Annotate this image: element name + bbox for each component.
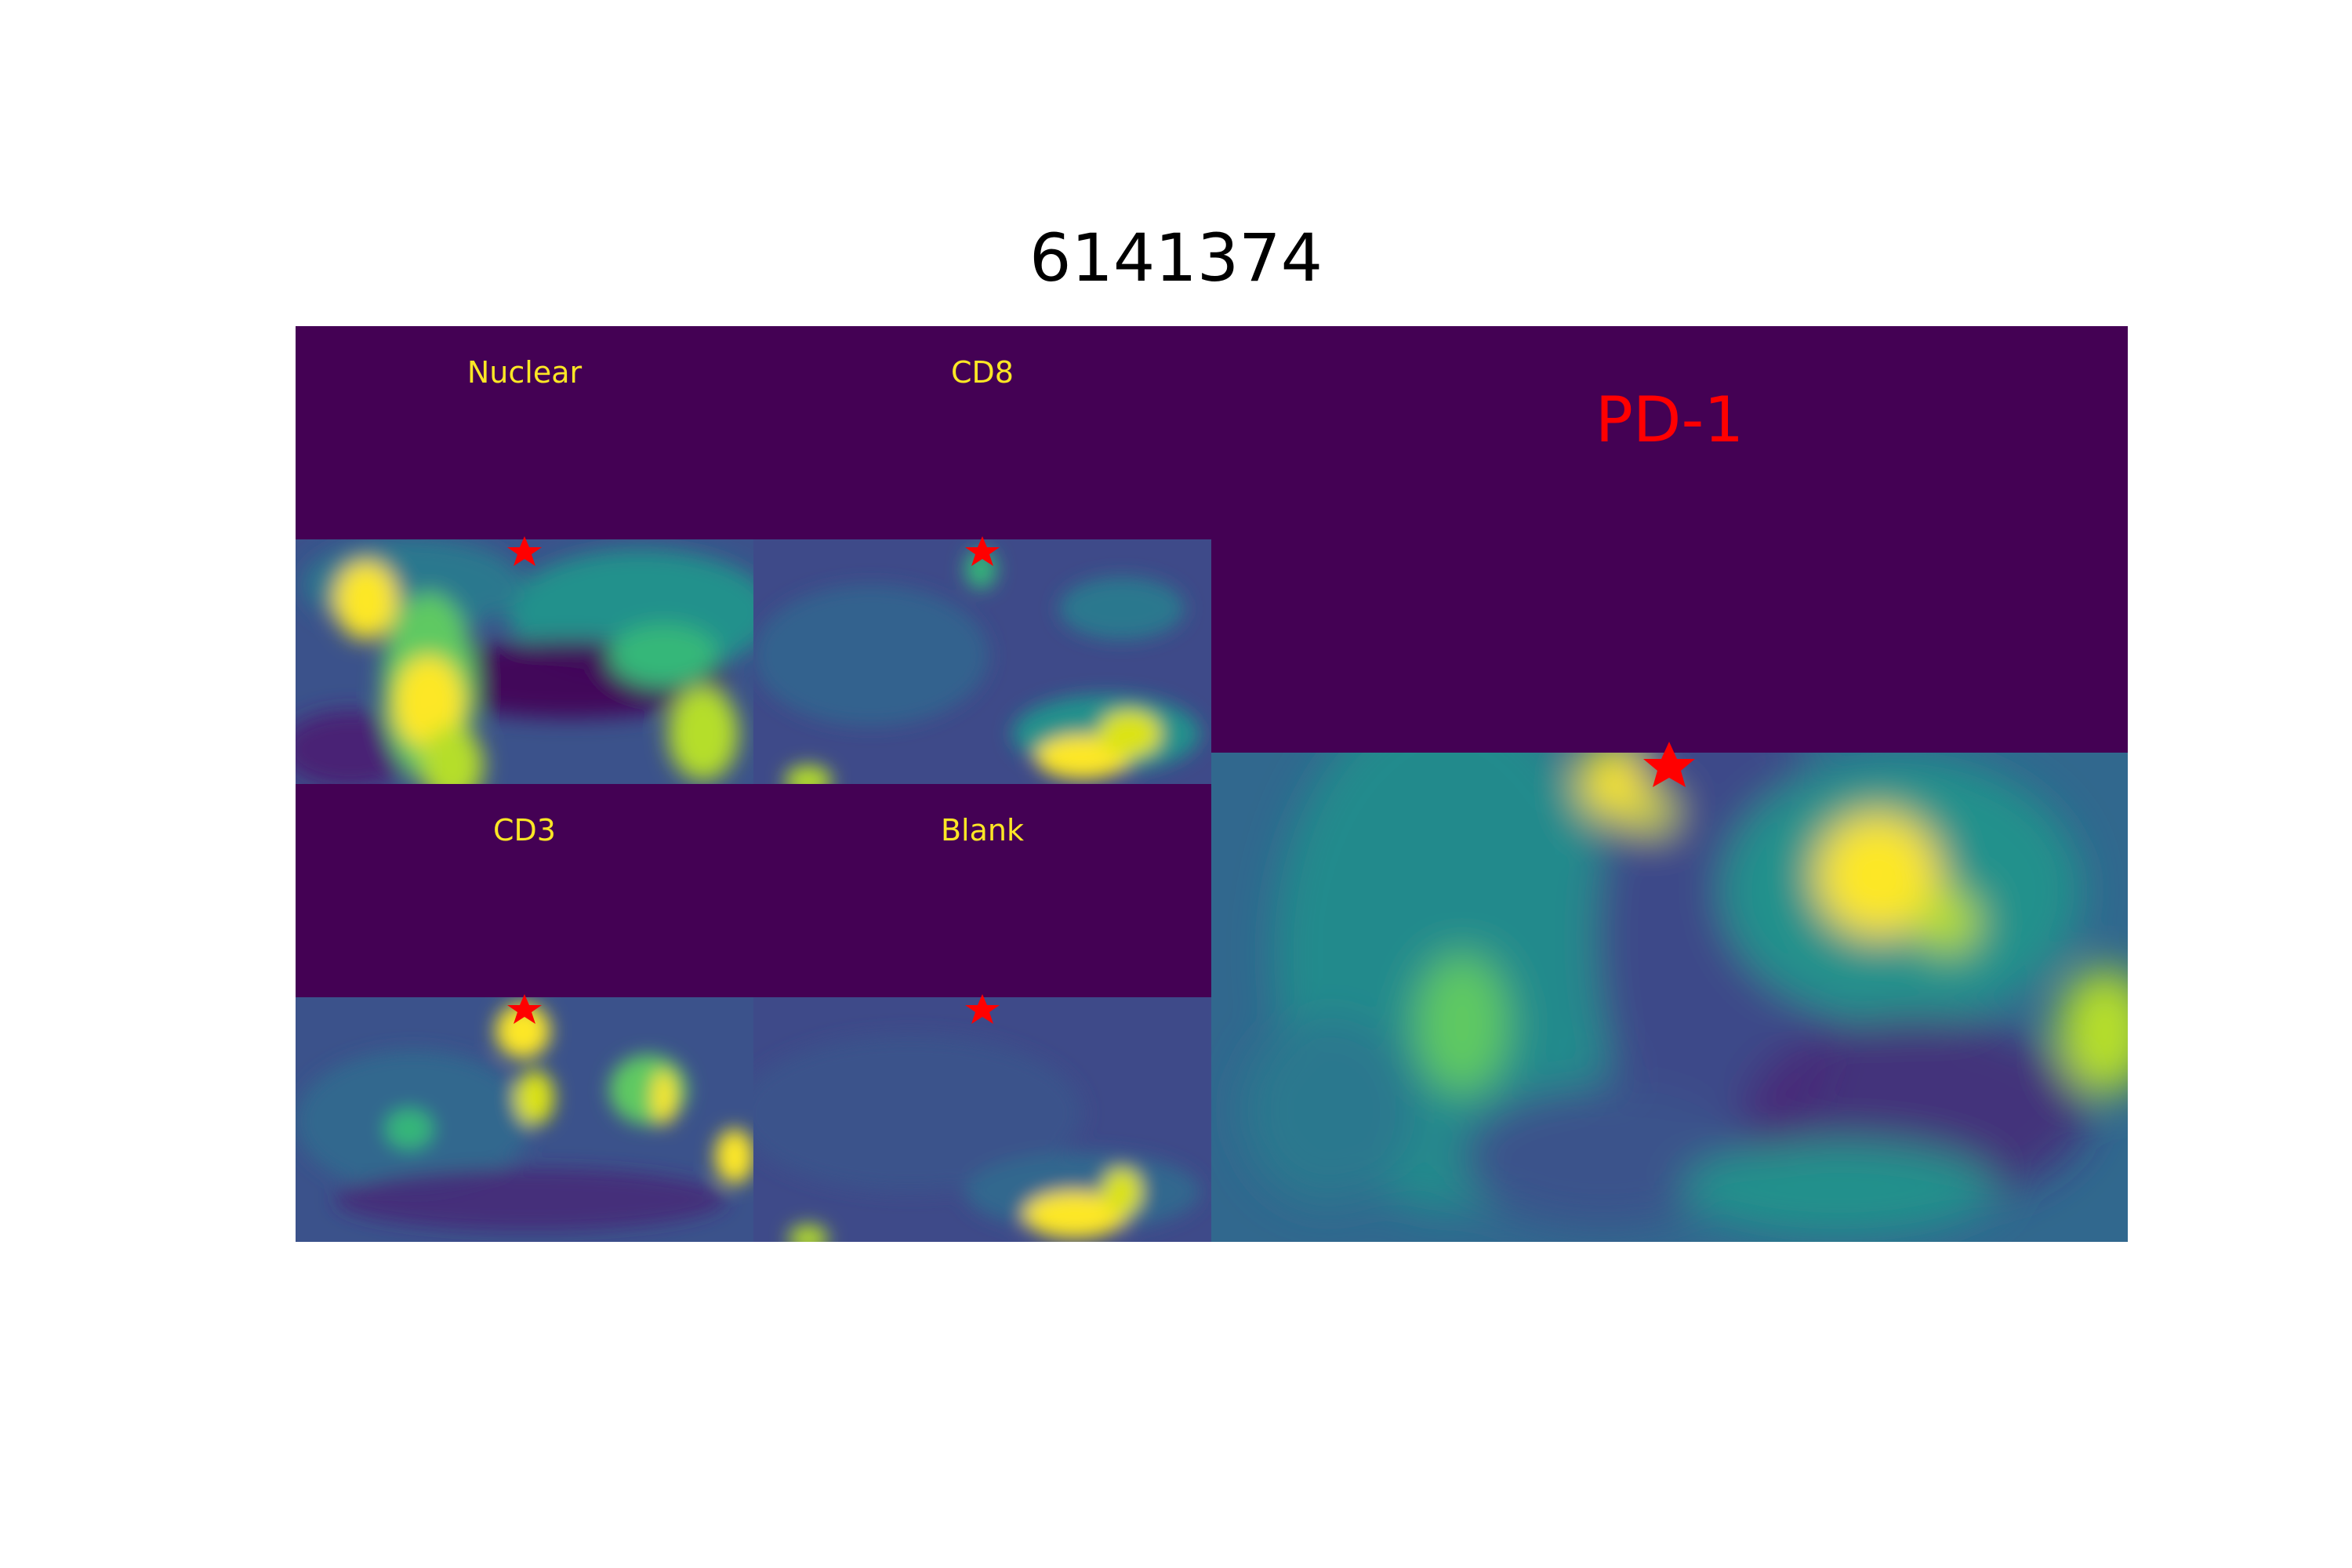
panel-pd1: PD-1 bbox=[1211, 326, 2128, 1242]
star-marker bbox=[965, 994, 1000, 1024]
panel-label-cd3: CD3 bbox=[493, 813, 556, 848]
panel-cd3: CD3 bbox=[296, 784, 753, 1242]
cd3-image bbox=[296, 784, 753, 1242]
panel-nuclear: Nuclear bbox=[296, 326, 753, 784]
panel-blank: Blank bbox=[753, 784, 1211, 1242]
pd1-image bbox=[1211, 326, 2128, 1242]
blank-image bbox=[753, 784, 1211, 1242]
panel-label-cd8: CD8 bbox=[951, 355, 1014, 390]
star-marker bbox=[1643, 742, 1695, 787]
star-marker bbox=[507, 536, 542, 566]
cd8-image bbox=[753, 326, 1211, 784]
nuclear-image bbox=[296, 326, 753, 784]
panel-cd8: CD8 bbox=[753, 326, 1211, 784]
panel-label-pd1: PD-1 bbox=[1595, 383, 1744, 456]
star-marker bbox=[507, 994, 542, 1024]
panel-label-blank: Blank bbox=[940, 813, 1024, 848]
figure-title: 6141374 bbox=[1029, 220, 1323, 296]
panel-label-nuclear: Nuclear bbox=[466, 355, 583, 390]
image-grid: Nuclear bbox=[296, 326, 2128, 1242]
star-marker bbox=[965, 536, 1000, 566]
